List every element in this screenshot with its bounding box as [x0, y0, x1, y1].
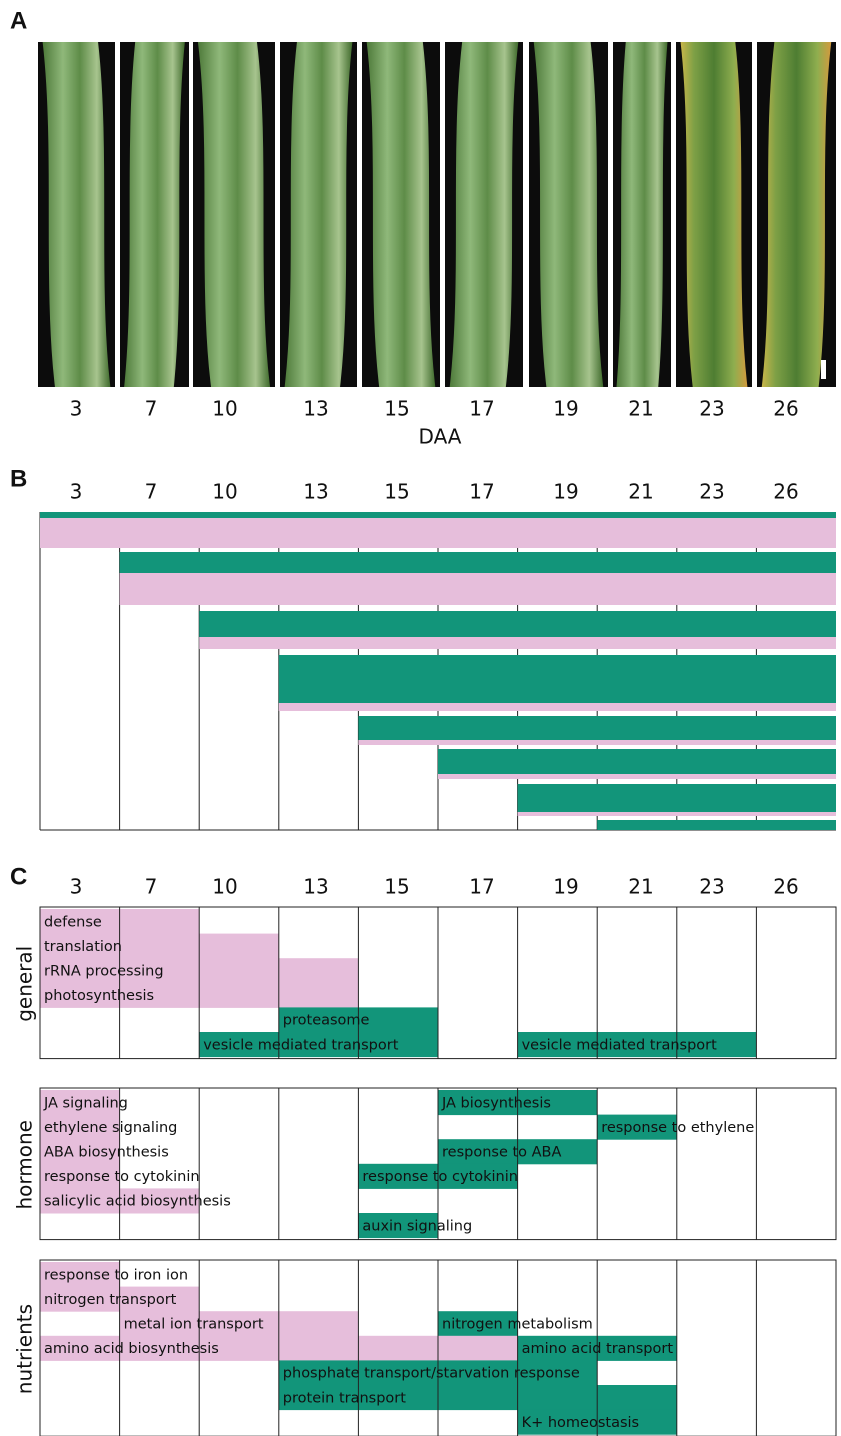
- term-label: salicylic acid biosynthesis: [44, 1194, 231, 1210]
- daa-label: 26: [773, 397, 798, 421]
- daa-label: 13: [303, 397, 328, 421]
- term-label: response to iron ion: [44, 1267, 188, 1283]
- term-label: response to cytokinin: [362, 1169, 518, 1185]
- down-bar: [40, 518, 836, 548]
- down-bar: [199, 637, 836, 649]
- group-title: nutrients: [13, 1304, 37, 1394]
- up-bar: [597, 820, 836, 830]
- panel-label: B: [10, 465, 27, 492]
- daa-label: 21: [628, 480, 653, 504]
- daa-label: 10: [212, 875, 237, 899]
- term-label: translation: [44, 939, 122, 955]
- down-bar: [120, 573, 836, 605]
- term-label: JA signaling: [43, 1095, 128, 1111]
- daa-label: 19: [553, 875, 578, 899]
- up-bar: [438, 749, 836, 774]
- term-label: phosphate transport/starvation response: [283, 1366, 580, 1382]
- daa-label: 3: [70, 875, 83, 899]
- daa-label: 13: [303, 875, 328, 899]
- daa-label: 19: [553, 397, 578, 421]
- axis-label: DAA: [419, 425, 462, 449]
- term-label: auxin signaling: [362, 1218, 472, 1234]
- term-label: response to ABA: [442, 1145, 562, 1161]
- term-label: photosynthesis: [44, 988, 154, 1004]
- leaf: [285, 42, 353, 387]
- down-bar: [279, 703, 836, 711]
- term-label: amino acid biosynthesis: [44, 1341, 219, 1357]
- term-label: defense: [44, 914, 102, 930]
- term-label: vesicle mediated transport: [203, 1037, 399, 1053]
- panel-label: A: [10, 7, 27, 34]
- leaf: [43, 42, 111, 387]
- term-label: protein transport: [283, 1390, 406, 1406]
- daa-label: 15: [384, 480, 409, 504]
- leaf: [681, 42, 748, 387]
- down-bar: [358, 740, 836, 745]
- leaf: [124, 42, 185, 387]
- up-bar: [120, 552, 836, 573]
- term-label: K+ homeostasis: [522, 1415, 640, 1431]
- term-label: metal ion transport: [124, 1317, 264, 1333]
- daa-label: 17: [469, 397, 494, 421]
- leaf: [534, 42, 604, 387]
- leaf: [762, 42, 832, 387]
- term-label: rRNA processing: [44, 964, 164, 980]
- daa-label: 13: [303, 480, 328, 504]
- up-bar: [358, 716, 836, 740]
- daa-label: 10: [212, 397, 237, 421]
- daa-label: 26: [773, 480, 798, 504]
- scale-bar: [821, 360, 826, 379]
- daa-label: 21: [628, 875, 653, 899]
- up-bar: [40, 512, 836, 518]
- term-label: response to cytokinin: [44, 1169, 200, 1185]
- daa-label: 23: [699, 397, 724, 421]
- daa-label: 7: [145, 875, 158, 899]
- group-title: general: [13, 946, 37, 1022]
- daa-label: 19: [553, 480, 578, 504]
- term-label: JA biosynthesis: [441, 1095, 551, 1111]
- daa-label: 3: [70, 397, 83, 421]
- term-label: ethylene signaling: [44, 1120, 177, 1136]
- daa-label: 21: [628, 397, 653, 421]
- term-label: nitrogen transport: [44, 1292, 177, 1308]
- daa-label: 17: [469, 480, 494, 504]
- daa-label: 15: [384, 875, 409, 899]
- daa-label: 10: [212, 480, 237, 504]
- daa-label: 7: [145, 397, 158, 421]
- daa-label: 3: [70, 480, 83, 504]
- daa-label: 26: [773, 875, 798, 899]
- daa-label: 23: [699, 480, 724, 504]
- group-title: hormone: [13, 1120, 37, 1209]
- leaf: [450, 42, 519, 387]
- down-bar: [518, 812, 836, 816]
- leaf: [616, 42, 667, 387]
- leaf: [367, 42, 436, 387]
- panel-label: C: [10, 863, 27, 890]
- term-label: amino acid transport: [522, 1341, 674, 1357]
- term-label: nitrogen metabolism: [442, 1317, 593, 1333]
- term-label: response to ethylene: [601, 1120, 754, 1136]
- up-bar: [279, 655, 836, 703]
- term-label: ABA biosynthesis: [44, 1145, 169, 1161]
- up-bar: [518, 784, 836, 812]
- daa-label: 7: [145, 480, 158, 504]
- figure: A B C DAA 3 7 10 13 15 17 19 21 23 26 3 7 10 13 15 17 19…: [0, 0, 841, 1436]
- down-bar: [438, 774, 836, 779]
- daa-label: 15: [384, 397, 409, 421]
- leaf: [198, 42, 270, 387]
- daa-label: 17: [469, 875, 494, 899]
- daa-label: 23: [699, 875, 724, 899]
- term-label: proteasome: [283, 1013, 370, 1029]
- page: A B C DAA 3 7 10 13 15 17 19 21 23 26 3 7 10 13 15 17 19…: [0, 0, 841, 1436]
- term-label: vesicle mediated transport: [522, 1037, 718, 1053]
- up-bar: [199, 611, 836, 637]
